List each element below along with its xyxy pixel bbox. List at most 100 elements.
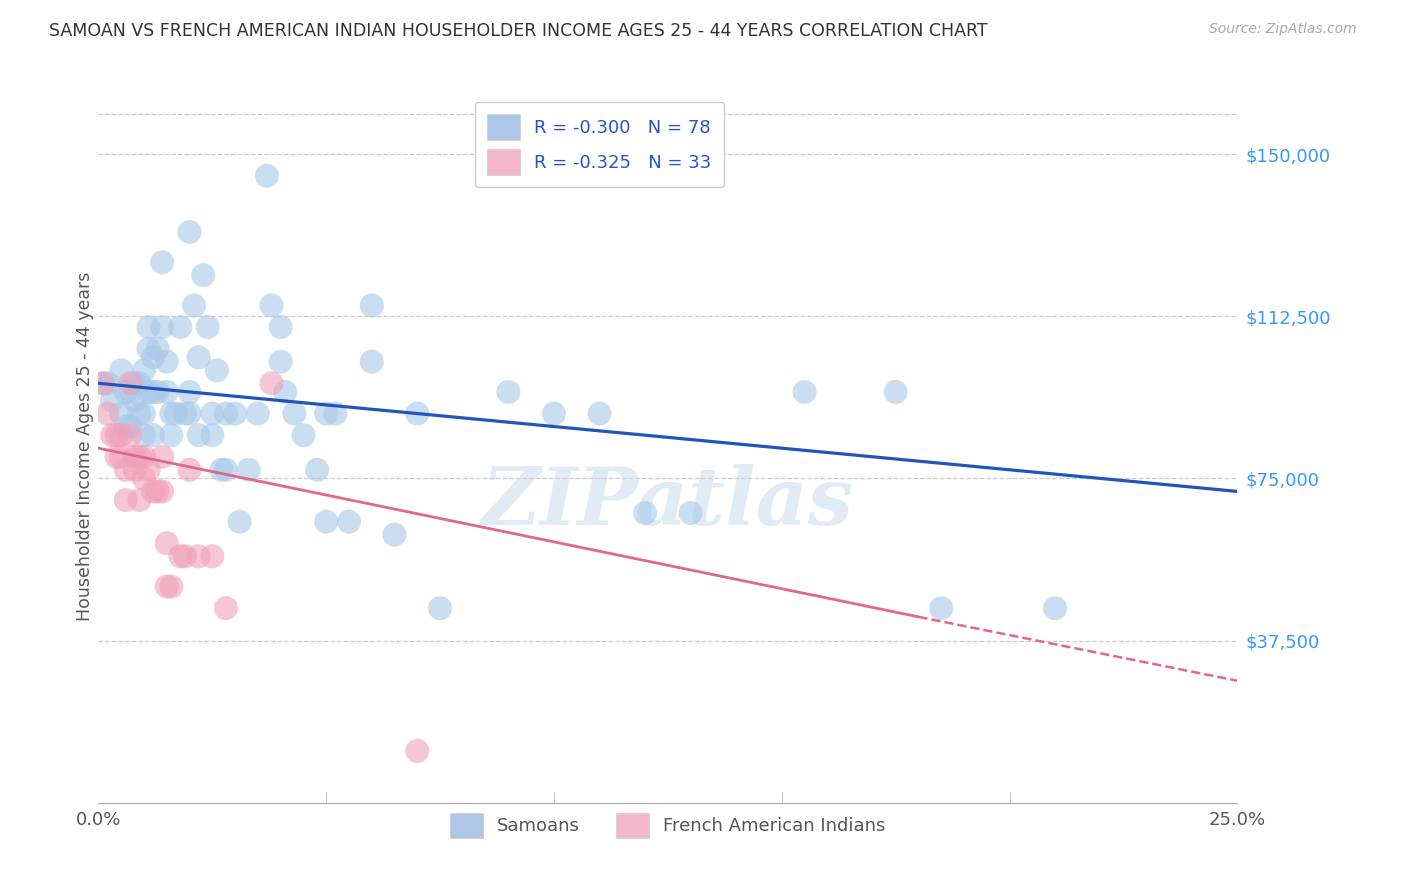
Point <box>142 384 165 399</box>
Y-axis label: Householder Income Ages 25 - 44 years: Householder Income Ages 25 - 44 years <box>76 271 94 621</box>
Point <box>238 463 260 477</box>
Point <box>156 354 179 368</box>
Point <box>110 450 132 464</box>
Point <box>179 463 201 477</box>
Point <box>128 376 150 391</box>
Point <box>315 407 337 421</box>
Point <box>209 463 232 477</box>
Point <box>124 376 146 391</box>
Point <box>120 384 142 399</box>
Point <box>179 407 201 421</box>
Point <box>156 384 179 399</box>
Point <box>110 363 132 377</box>
Point <box>91 376 114 391</box>
Point <box>142 428 165 442</box>
Point <box>132 363 155 377</box>
Point <box>360 354 382 368</box>
Point <box>406 407 429 421</box>
Point <box>96 376 118 391</box>
Point <box>146 484 169 499</box>
Point <box>132 407 155 421</box>
Point <box>274 384 297 399</box>
Point <box>1043 601 1066 615</box>
Point <box>283 407 305 421</box>
Point <box>150 255 173 269</box>
Point <box>205 363 228 377</box>
Point <box>193 268 215 282</box>
Point <box>105 428 128 442</box>
Point <box>91 376 114 391</box>
Point <box>337 515 360 529</box>
Point <box>101 428 124 442</box>
Point <box>169 320 191 334</box>
Point <box>150 450 173 464</box>
Point <box>138 384 160 399</box>
Point <box>160 428 183 442</box>
Point <box>201 549 224 564</box>
Point <box>150 484 173 499</box>
Point <box>215 407 238 421</box>
Point <box>323 407 346 421</box>
Point <box>114 463 136 477</box>
Point <box>105 450 128 464</box>
Point <box>292 428 315 442</box>
Point <box>187 428 209 442</box>
Point <box>124 393 146 408</box>
Point <box>228 515 250 529</box>
Point <box>183 298 205 312</box>
Point <box>114 493 136 508</box>
Point <box>384 527 406 541</box>
Point <box>169 549 191 564</box>
Point <box>307 463 329 477</box>
Point <box>138 463 160 477</box>
Point <box>110 428 132 442</box>
Text: SAMOAN VS FRENCH AMERICAN INDIAN HOUSEHOLDER INCOME AGES 25 - 44 YEARS CORRELATI: SAMOAN VS FRENCH AMERICAN INDIAN HOUSEHO… <box>49 22 988 40</box>
Point <box>128 407 150 421</box>
Point <box>132 471 155 485</box>
Point <box>132 428 155 442</box>
Point <box>224 407 246 421</box>
Point <box>360 298 382 312</box>
Point <box>114 384 136 399</box>
Point <box>543 407 565 421</box>
Point <box>138 320 160 334</box>
Point <box>150 320 173 334</box>
Point <box>679 506 702 520</box>
Point <box>146 342 169 356</box>
Point <box>174 549 197 564</box>
Point <box>270 354 292 368</box>
Text: Source: ZipAtlas.com: Source: ZipAtlas.com <box>1209 22 1357 37</box>
Point <box>201 407 224 421</box>
Point <box>246 407 269 421</box>
Point <box>929 601 952 615</box>
Point <box>114 419 136 434</box>
Point <box>634 506 657 520</box>
Point <box>215 601 238 615</box>
Point <box>260 298 283 312</box>
Point <box>270 320 292 334</box>
Point <box>884 384 907 399</box>
Point <box>142 351 165 365</box>
Point <box>142 484 165 499</box>
Point <box>215 463 238 477</box>
Point <box>179 225 201 239</box>
Point <box>406 744 429 758</box>
Point <box>160 407 183 421</box>
Point <box>165 407 187 421</box>
Point <box>187 549 209 564</box>
Point <box>120 376 142 391</box>
Point <box>120 428 142 442</box>
Point <box>124 463 146 477</box>
Point <box>160 580 183 594</box>
Point <box>187 351 209 365</box>
Text: ZIPatlas: ZIPatlas <box>482 465 853 541</box>
Point <box>498 384 520 399</box>
Point <box>429 601 451 615</box>
Point <box>120 419 142 434</box>
Point <box>128 450 150 464</box>
Point <box>124 450 146 464</box>
Point <box>588 407 610 421</box>
Legend: Samoans, French American Indians: Samoans, French American Indians <box>441 804 894 847</box>
Point <box>197 320 219 334</box>
Point <box>201 428 224 442</box>
